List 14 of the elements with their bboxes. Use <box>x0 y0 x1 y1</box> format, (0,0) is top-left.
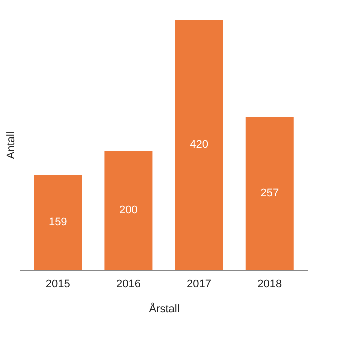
y-axis-title: Antall <box>6 132 18 160</box>
x-tick-label: 2015 <box>46 278 70 290</box>
bar <box>175 20 224 270</box>
data-label: 200 <box>120 204 138 216</box>
x-tick-label: 2017 <box>187 278 212 290</box>
data-label: 420 <box>190 139 208 151</box>
data-label: 257 <box>260 188 280 200</box>
bar <box>104 150 153 270</box>
data-label: 159 <box>48 216 68 229</box>
x-axis-title: Årstall <box>149 302 180 316</box>
bar <box>246 117 294 270</box>
x-tick-label: 2018 <box>258 278 282 290</box>
x-tick-label: 2016 <box>116 278 141 290</box>
bar <box>34 175 82 270</box>
